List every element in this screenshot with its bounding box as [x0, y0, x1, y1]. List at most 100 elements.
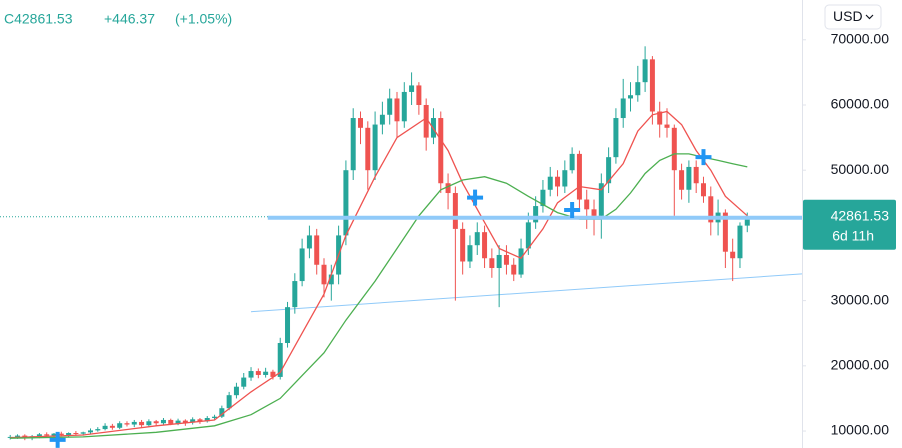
- candle-body: [379, 114, 385, 125]
- candle-body: [102, 425, 108, 430]
- candle-body: [131, 421, 137, 425]
- candle-body: [44, 434, 50, 436]
- candle-body: [511, 264, 517, 275]
- marker: [49, 431, 66, 448]
- candle-body: [233, 386, 239, 396]
- y-tick-label: 20000.00: [831, 357, 890, 373]
- candle-body: [343, 170, 349, 236]
- marker: [564, 201, 581, 218]
- candle-body: [350, 118, 356, 171]
- candle-body: [482, 232, 488, 259]
- candle-body: [416, 85, 422, 105]
- last-price-box: [803, 199, 896, 250]
- candle-body: [365, 127, 371, 171]
- candle-body: [160, 419, 166, 424]
- candle-body: [314, 235, 320, 265]
- candle-body: [686, 166, 692, 190]
- candle-body: [496, 254, 502, 269]
- candle-body: [66, 433, 72, 435]
- candle-body: [628, 95, 634, 99]
- candle-body: [36, 434, 42, 437]
- moving-average-line: [10, 110, 748, 439]
- candle-body: [73, 433, 79, 435]
- candle-body: [51, 433, 57, 436]
- header-close: C42861.53: [4, 11, 73, 27]
- moving-average-line: [10, 153, 748, 439]
- candle-body: [635, 82, 641, 96]
- candle-body: [401, 91, 407, 122]
- candle-body: [613, 118, 619, 158]
- candle-body: [533, 206, 539, 223]
- candle-body: [562, 170, 568, 187]
- candle-body: [693, 166, 699, 184]
- candle-body: [664, 124, 670, 128]
- candle-body: [277, 343, 283, 377]
- candle-body: [328, 274, 334, 285]
- candle-body: [438, 118, 444, 184]
- candle-body: [241, 377, 247, 387]
- candle-body: [117, 423, 123, 428]
- y-tick-label: 60000.00: [831, 96, 890, 112]
- candle-body: [576, 153, 582, 200]
- candle-body: [285, 307, 291, 344]
- countdown-label: 6d 11h: [832, 227, 874, 243]
- candle-body: [190, 419, 196, 423]
- candle-body: [197, 419, 203, 422]
- currency-label[interactable]: USD: [833, 8, 863, 24]
- candle-body: [139, 421, 145, 426]
- candle-body: [423, 104, 429, 138]
- candle-body: [248, 371, 254, 378]
- last-price-label: 42861.53: [831, 207, 890, 223]
- candle-body: [15, 435, 21, 437]
- currency-caret: [865, 14, 874, 20]
- candle-body: [445, 183, 451, 194]
- y-tick-label: 70000.00: [831, 30, 890, 46]
- header-change-pct: (+1.05%): [175, 11, 232, 27]
- candle-body: [321, 264, 327, 285]
- candle-body: [679, 170, 685, 190]
- candle-body: [299, 248, 305, 282]
- candle-body: [700, 183, 706, 197]
- candle-body: [584, 199, 590, 210]
- candle-body: [503, 254, 509, 265]
- candle-body: [598, 183, 604, 216]
- candle-body: [606, 157, 612, 184]
- candle-body: [555, 176, 561, 187]
- candle-body: [540, 189, 546, 207]
- candle-body: [109, 425, 115, 428]
- candle-body: [270, 371, 276, 377]
- candle-body: [518, 248, 524, 275]
- candle-body: [737, 225, 743, 259]
- candle-body: [306, 235, 312, 249]
- candle-body: [263, 371, 269, 375]
- marker: [695, 149, 712, 166]
- candle-body: [409, 85, 415, 92]
- candle-body: [387, 98, 393, 115]
- candle-body: [219, 408, 225, 417]
- candle-body: [474, 232, 480, 246]
- candle-body: [372, 124, 378, 171]
- candle-body: [357, 118, 363, 128]
- candle-body: [722, 212, 728, 252]
- candle-body: [591, 209, 597, 216]
- header-change: +446.37: [104, 11, 155, 27]
- candle-body: [525, 222, 531, 249]
- candle-body: [467, 245, 473, 262]
- candle-body: [730, 251, 736, 259]
- y-tick-label: 30000.00: [831, 291, 890, 307]
- candle-body: [292, 281, 298, 308]
- candle-body: [124, 423, 130, 425]
- currency-button[interactable]: [824, 4, 882, 30]
- candle-body: [146, 421, 152, 426]
- candle-body: [489, 258, 495, 269]
- candle-body: [657, 111, 663, 125]
- candle-body: [226, 395, 232, 409]
- candle-body: [460, 228, 466, 262]
- y-tick-label: 50000.00: [831, 161, 890, 177]
- candle-body: [620, 98, 626, 119]
- candle-body: [153, 421, 159, 424]
- marker: [467, 189, 484, 206]
- candle-body: [212, 416, 218, 419]
